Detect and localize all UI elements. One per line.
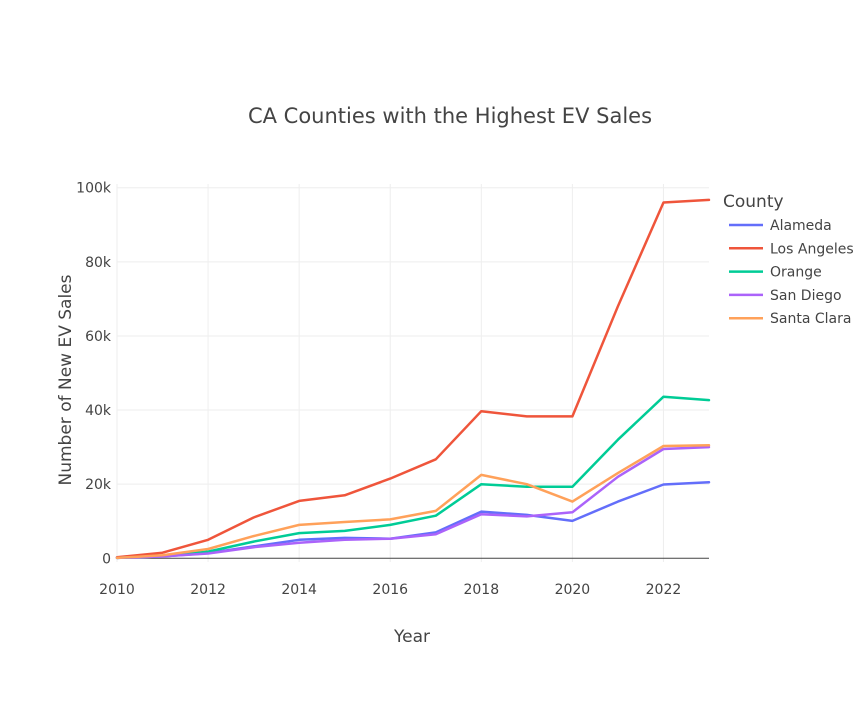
x-tick-label: 2016 (372, 582, 408, 598)
legend-label: Alameda (770, 218, 832, 234)
y-tick-label: 80k (85, 255, 112, 271)
y-tick-labels: 0 20k 40k 60k 80k 100k (76, 181, 112, 568)
y-tick-label: 60k (85, 329, 112, 345)
legend: County Alameda Los Angeles Orange San Diego… (723, 192, 854, 327)
legend-label: Santa Clara (770, 311, 851, 327)
chart-title: CA Counties with the Highest EV Sales (248, 104, 652, 128)
y-gridlines (117, 187, 709, 485)
legend-item-santa-clara[interactable]: Santa Clara (729, 311, 851, 327)
y-axis-title: Number of New EV Sales (56, 274, 76, 485)
legend-label: San Diego (770, 288, 842, 304)
x-tick-label: 2012 (190, 582, 226, 598)
legend-item-los-angeles[interactable]: Los Angeles (729, 241, 854, 257)
legend-title: County (723, 192, 784, 212)
series-line-santa-clara (115, 444, 711, 560)
legend-label: Orange (770, 265, 822, 281)
x-tick-label: 2018 (463, 582, 499, 598)
series-lines (115, 198, 711, 560)
legend-label: Los Angeles (770, 241, 854, 257)
series-line-orange (115, 395, 711, 560)
x-gridlines (116, 184, 664, 562)
y-tick-label: 40k (85, 403, 112, 419)
legend-item-orange[interactable]: Orange (729, 265, 822, 281)
x-tick-label: 2020 (555, 582, 591, 598)
series-line-los-angeles (115, 198, 711, 559)
x-tick-label: 2022 (646, 582, 682, 598)
y-tick-label: 20k (85, 477, 112, 493)
x-tick-label: 2010 (99, 582, 135, 598)
y-tick-label: 0 (102, 551, 111, 567)
x-tick-labels: 2010 2012 2014 2016 2018 2020 2022 (99, 582, 681, 598)
x-tick-label: 2014 (281, 582, 317, 598)
x-axis-title: Year (393, 627, 430, 647)
legend-item-alameda[interactable]: Alameda (729, 218, 832, 234)
y-tick-label: 100k (76, 181, 112, 197)
series-line-san-diego (115, 445, 711, 560)
legend-item-san-diego[interactable]: San Diego (729, 288, 842, 304)
